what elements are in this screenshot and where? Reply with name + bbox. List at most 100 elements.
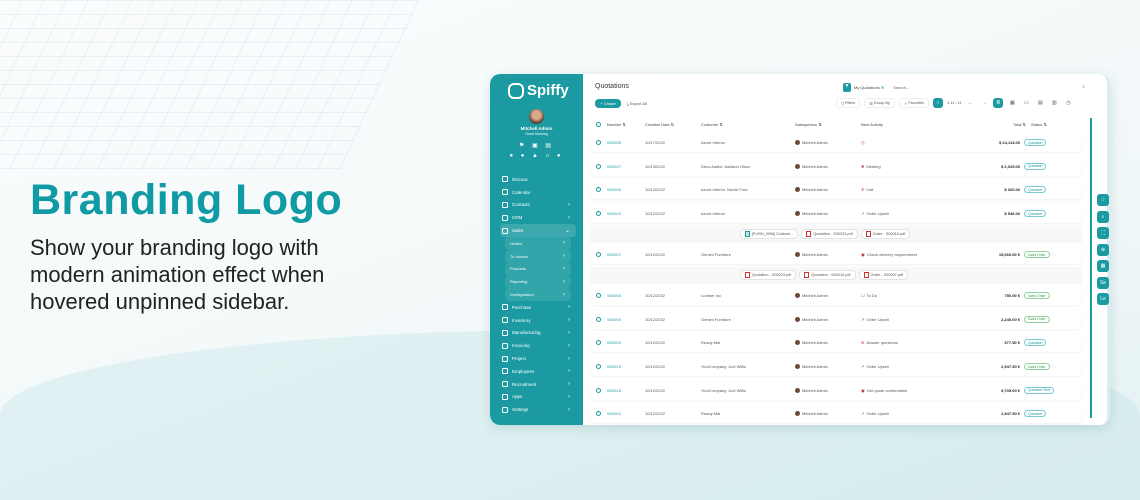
table-row[interactable]: S00028 10/17/2022 Azure Interior Mitchell A… (590, 131, 1082, 155)
table-row[interactable]: S00027 10/13/2022 Deco Addict, Addison Ols… (590, 155, 1082, 179)
create-button[interactable]: + Create (595, 99, 621, 108)
next-activity[interactable]: ▣ Get quote confirmation (861, 387, 908, 393)
sidebar-item-purchase[interactable]: Purchase › (500, 301, 576, 314)
attachment-chip[interactable]: Quotation - S00010.pdf (799, 269, 856, 280)
row-checkbox[interactable] (596, 163, 601, 169)
search-icon[interactable]: ⌕ (1097, 210, 1109, 223)
attachment-chip[interactable]: Quotation - S00023.pdf (801, 228, 858, 239)
next-activity[interactable]: ✉ Answer questions (861, 340, 898, 346)
search-bar[interactable]: ▼ My Quotations ✕ Search... ⌕ (843, 81, 1089, 93)
row-checkbox[interactable] (596, 187, 601, 193)
sidebar-item-apps[interactable]: Apps › (500, 391, 576, 404)
quotation-number[interactable]: S00018 (607, 387, 621, 393)
floating-button-se[interactable]: Se (1097, 276, 1109, 289)
row-checkbox[interactable] (596, 252, 601, 258)
quotation-number[interactable]: S00027 (607, 163, 621, 169)
table-row[interactable]: S00026 10/13/2022 Azure Interior, Nicole F… (590, 178, 1082, 202)
sidebar-subitem-orders[interactable]: Orders › (505, 236, 571, 250)
quotation-number[interactable]: S00028 (607, 140, 621, 145)
row-checkbox[interactable] (596, 140, 601, 145)
row-checkbox[interactable] (596, 411, 601, 417)
sidebar-item-inventory[interactable]: Inventory › (500, 314, 576, 327)
quotation-number[interactable]: S00019 (607, 364, 621, 370)
table-row[interactable]: S00023 10/12/2022 Azure Interior Mitchell A… (590, 202, 1082, 226)
grid-icon[interactable]: ▦ (1097, 260, 1109, 272)
sidebar-item-project[interactable]: Project › (500, 352, 576, 365)
sidebar-subitem-products[interactable]: Products › (505, 262, 571, 276)
sidebar-item-settings[interactable]: Settings › (500, 403, 576, 416)
col-number[interactable]: Number ⇅ (607, 122, 626, 127)
attachment-chip[interactable]: Order - S00015.pdf (860, 228, 911, 239)
star-icon[interactable]: ☆ (1097, 194, 1109, 206)
sidebar-item-employees[interactable]: Employees › (500, 365, 576, 378)
sidebar-item-sales[interactable]: Sales ⌄ (500, 224, 576, 237)
table-row[interactable]: S00006 10/12/2022 Lumber Inc Mitchell Admin… (590, 284, 1082, 308)
quotation-number[interactable]: S00007 (607, 252, 621, 258)
pivot-view-icon[interactable]: ▤ (1038, 100, 1043, 106)
table-row[interactable]: S00004 10/12/2022 Gemini Furniture Mitchell… (590, 308, 1082, 332)
sidebar-subitem-to-invoice[interactable]: To Invoice › (505, 249, 571, 263)
attachment-chip[interactable]: Quotation - S00023.pdf (740, 269, 797, 280)
col-status[interactable]: Status ⇅ (1031, 122, 1047, 127)
zoom-icon[interactable]: ⊕ (1097, 243, 1109, 256)
sidebar-item-recruitment[interactable]: Recruitment › (500, 378, 576, 391)
next-activity[interactable]: ↗ Order Upsell (861, 316, 889, 322)
col-date[interactable]: Creation Date ⇅ (645, 122, 675, 127)
row-checkbox[interactable] (596, 340, 601, 346)
quotation-number[interactable]: S00006 (607, 293, 621, 299)
table-row[interactable]: S00019 10/12/2022 YourCompany, Joel Willis… (590, 355, 1082, 379)
next-activity[interactable]: ↗ Order Upsell (861, 411, 889, 417)
activity-view-icon[interactable]: ◷ (1066, 100, 1071, 106)
next-activity[interactable]: ✸ Meeting (861, 163, 881, 169)
floating-button-le[interactable]: Le (1097, 293, 1109, 305)
search-icon[interactable]: ⌕ (1082, 84, 1085, 90)
favorites-button[interactable]: ☆ Favorites (898, 98, 929, 108)
row-checkbox[interactable] (596, 387, 601, 393)
export-all-button[interactable]: ⤓ Export All (627, 101, 647, 106)
quick-icons-2[interactable]: ● ● ▲ ⌂ ● (509, 153, 564, 159)
list-view-icon[interactable]: ≣ (993, 98, 1004, 108)
select-all-checkbox[interactable] (596, 122, 601, 127)
next-activity[interactable]: ▣ Check delivery requirements (861, 252, 918, 258)
sidebar-subitem-reporting[interactable]: Reporting › (505, 275, 571, 289)
filters-button[interactable]: ▽ Filters (836, 98, 861, 108)
scrollbar[interactable] (1090, 118, 1092, 418)
prev-page-icon[interactable]: ← (967, 100, 973, 106)
quotation-number[interactable]: S00003 (607, 340, 621, 346)
row-checkbox[interactable] (596, 211, 601, 217)
table-row[interactable]: S00007 10/12/2022 Gemini Furniture Mitchell… (590, 243, 1082, 267)
search-facet[interactable]: My Quotations ✕ (854, 84, 885, 90)
next-activity[interactable]: ✆ Call (861, 187, 874, 193)
next-activity[interactable]: ↗ Order Upsell (861, 364, 889, 370)
row-checkbox[interactable] (596, 293, 601, 299)
next-activity[interactable]: ◷ (861, 140, 867, 145)
avatar[interactable] (529, 109, 544, 124)
next-activity[interactable]: ↗ Order Upsell (861, 211, 889, 217)
table-row[interactable]: S00018 10/12/2022 YourCompany, Joel Willis… (590, 379, 1082, 403)
row-checkbox[interactable] (596, 364, 601, 370)
calendar-view-icon[interactable]: ▭ (1024, 100, 1029, 106)
sidebar-item-invoicing[interactable]: Invoicing › (500, 339, 576, 352)
next-activity[interactable]: ☐ To Do (861, 293, 878, 299)
sidebar-item-discuss[interactable]: Discuss (500, 173, 576, 186)
table-row[interactable]: S00003 10/12/2022 Ready Mat Mitchell Admin ✉… (590, 331, 1082, 355)
quotation-number[interactable]: S00002 (607, 411, 621, 417)
graph-view-icon[interactable]: ▥ (1052, 100, 1057, 106)
kanban-view-icon[interactable]: ▦ (1010, 100, 1015, 106)
quick-icons[interactable]: ⚑ ▣ ▤ (518, 143, 555, 149)
quotation-number[interactable]: S00023 (607, 211, 621, 217)
sidebar-item-manufacturing[interactable]: Manufacturing › (500, 327, 576, 340)
attachment-chip[interactable]: Order - S00007.pdf (858, 269, 909, 280)
brand-logo[interactable]: Spiffy (508, 82, 569, 99)
sidebar-item-crm[interactable]: CRM › (500, 211, 576, 224)
quotation-number[interactable]: S00026 (607, 187, 621, 193)
next-page-icon[interactable]: → (981, 100, 987, 106)
facet-remove-icon[interactable]: ✕ (880, 84, 885, 90)
sidebar-item-calendar[interactable]: Calendar (500, 186, 576, 199)
row-checkbox[interactable] (596, 316, 601, 322)
search-input[interactable]: Search... (893, 84, 910, 90)
col-customer[interactable]: Customer ⇅ (701, 122, 723, 127)
quotation-number[interactable]: S00004 (607, 316, 621, 322)
attachment-chip[interactable]: [FURN_0096] Customi... (740, 228, 799, 239)
refresh-icon[interactable]: ○ (932, 98, 943, 108)
